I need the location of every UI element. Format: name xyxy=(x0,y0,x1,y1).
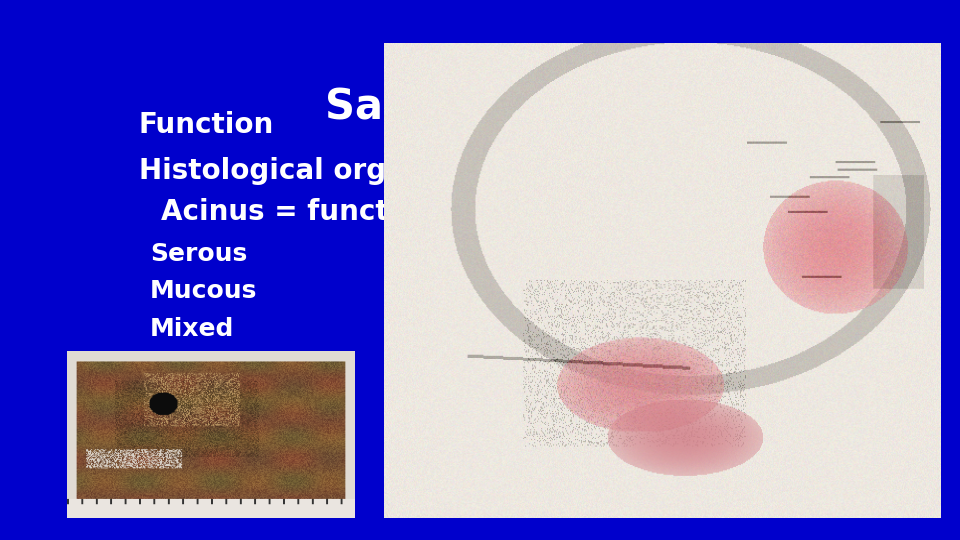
Text: Function: Function xyxy=(138,111,274,139)
Text: Mixed: Mixed xyxy=(150,317,234,341)
Text: Histological organization: Histological organization xyxy=(138,157,531,185)
Text: Serous: Serous xyxy=(150,242,247,266)
Text: Salivary Glands: Salivary Glands xyxy=(324,85,689,127)
Text: Mucous: Mucous xyxy=(150,279,257,303)
Text: Acinus = functional unit: Acinus = functional unit xyxy=(161,198,538,226)
